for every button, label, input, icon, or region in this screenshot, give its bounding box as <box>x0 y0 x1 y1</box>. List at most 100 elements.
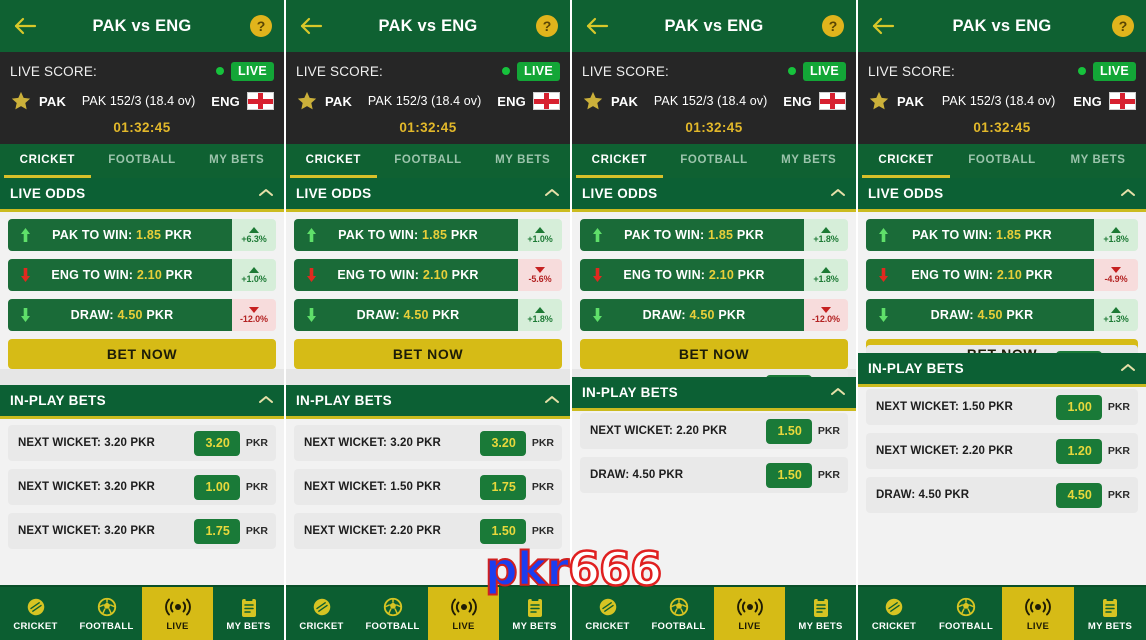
inplay-odds-chip[interactable]: 1.75 <box>193 518 240 544</box>
odds-main[interactable]: DRAW: 4.50 PKR <box>294 299 518 331</box>
odds-main[interactable]: DRAW: 4.50 PKR <box>866 299 1094 331</box>
nav-item-live[interactable]: LIVE <box>1002 587 1074 640</box>
chevron-up-icon[interactable] <box>1120 185 1136 203</box>
help-icon[interactable]: ? <box>250 15 272 37</box>
nav-item-cricket[interactable]: CRICKET <box>0 587 71 640</box>
nav-item-football[interactable]: FOOTBALL <box>643 587 714 640</box>
inplay-odds-chip[interactable]: 3.20 <box>193 430 240 456</box>
odds-row[interactable]: PAK TO WIN: 1.85 PKR +6.3% <box>8 219 276 251</box>
inplay-row[interactable]: NEXT WICKET: 1.50 PKR 1.75 PKR <box>294 469 562 505</box>
inplay-bets-header[interactable]: IN-PLAY BETS <box>572 377 856 411</box>
tab-my-bets[interactable]: MY BETS <box>189 144 284 175</box>
odds-main[interactable]: DRAW: 4.50 PKR <box>8 299 232 331</box>
inplay-odds-chip[interactable]: 1.20 <box>1055 438 1102 464</box>
help-icon[interactable]: ? <box>1112 15 1134 37</box>
nav-item-cricket[interactable]: CRICKET <box>572 587 643 640</box>
tab-cricket[interactable]: CRICKET <box>858 144 954 178</box>
odds-row[interactable]: DRAW: 4.50 PKR +1.3% <box>866 299 1138 331</box>
inplay-row[interactable]: NEXT WICKET: 2.20 PKR 1.50 PKR <box>580 413 848 449</box>
nav-item-football[interactable]: FOOTBALL <box>71 587 142 640</box>
nav-item-my-bets[interactable]: MY BETS <box>499 587 570 640</box>
odds-row[interactable]: ENG TO WIN: 2.10 PKR +1.8% <box>580 259 848 291</box>
inplay-odds-chip[interactable]: 1.50 <box>479 518 526 544</box>
inplay-bets-header[interactable]: IN-PLAY BETS <box>0 385 284 419</box>
live-odds-header[interactable]: LIVE ODDS <box>572 178 856 212</box>
tab-my-bets[interactable]: MY BETS <box>475 144 570 175</box>
inplay-bets-header[interactable]: IN-PLAY BETS <box>858 353 1146 387</box>
inplay-row[interactable]: NEXT WICKET: 3.20 PKR 1.75 PKR <box>8 513 276 549</box>
tab-football[interactable]: FOOTBALL <box>381 144 476 175</box>
chevron-up-icon[interactable] <box>1120 360 1136 378</box>
inplay-odds-chip[interactable]: 1.50 <box>765 418 812 444</box>
nav-item-my-bets[interactable]: MY BETS <box>1074 587 1146 640</box>
inplay-bets-header[interactable]: IN-PLAY BETS <box>286 385 570 419</box>
inplay-odds-chip[interactable]: 1.00 <box>1055 394 1102 420</box>
inplay-row[interactable]: NEXT WICKET: 2.20 PKR 1.20 PKR <box>866 433 1138 469</box>
odds-row[interactable]: PAK TO WIN: 1.85 PKR +1.0% <box>294 219 562 251</box>
tab-football[interactable]: FOOTBALL <box>954 144 1050 175</box>
inplay-odds-chip[interactable]: 1.00 <box>193 474 240 500</box>
chevron-up-icon[interactable] <box>830 384 846 402</box>
odds-row[interactable]: PAK TO WIN: 1.85 PKR +1.8% <box>580 219 848 251</box>
chevron-up-icon[interactable] <box>544 185 560 203</box>
live-odds-header[interactable]: LIVE ODDS <box>0 178 284 212</box>
tab-my-bets[interactable]: MY BETS <box>1050 144 1146 175</box>
back-arrow-icon[interactable] <box>870 13 896 39</box>
live-odds-header[interactable]: LIVE ODDS <box>858 178 1146 212</box>
tab-cricket[interactable]: CRICKET <box>0 144 95 178</box>
odds-row[interactable]: DRAW: 4.50 PKR +1.8% <box>294 299 562 331</box>
nav-item-my-bets[interactable]: MY BETS <box>785 587 856 640</box>
inplay-odds-chip[interactable]: 1.75 <box>479 474 526 500</box>
back-arrow-icon[interactable] <box>584 13 610 39</box>
odds-main[interactable]: DRAW: 4.50 PKR <box>580 299 804 331</box>
inplay-row[interactable]: NEXT WICKET: 2.20 PKR 1.50 PKR <box>294 513 562 549</box>
inplay-row[interactable]: NEXT WICKET: 3.20 PKR 3.20 PKR <box>294 425 562 461</box>
nav-item-football[interactable]: FOOTBALL <box>930 587 1002 640</box>
help-icon[interactable]: ? <box>536 15 558 37</box>
odds-main[interactable]: PAK TO WIN: 1.85 PKR <box>580 219 804 251</box>
odds-row[interactable]: ENG TO WIN: 2.10 PKR +1.0% <box>8 259 276 291</box>
help-icon[interactable]: ? <box>822 15 844 37</box>
tab-football[interactable]: FOOTBALL <box>667 144 762 175</box>
odds-row[interactable]: ENG TO WIN: 2.10 PKR -4.9% <box>866 259 1138 291</box>
odds-row[interactable]: ENG TO WIN: 2.10 PKR -5.6% <box>294 259 562 291</box>
chevron-up-icon[interactable] <box>830 185 846 203</box>
bet-now-button[interactable]: BET NOW <box>8 339 276 369</box>
inplay-row[interactable]: NEXT WICKET: 1.50 PKR 1.00 PKR <box>866 389 1138 425</box>
chevron-up-icon[interactable] <box>258 392 274 410</box>
tab-cricket[interactable]: CRICKET <box>286 144 381 178</box>
inplay-row[interactable]: NEXT WICKET: 3.20 PKR 3.20 PKR <box>8 425 276 461</box>
inplay-odds-chip[interactable]: 3.20 <box>479 430 526 456</box>
inplay-row[interactable]: NEXT WICKET: 3.20 PKR 1.00 PKR <box>8 469 276 505</box>
odds-main[interactable]: PAK TO WIN: 1.85 PKR <box>866 219 1094 251</box>
tab-football[interactable]: FOOTBALL <box>95 144 190 175</box>
odds-main[interactable]: PAK TO WIN: 1.85 PKR <box>8 219 232 251</box>
tab-cricket[interactable]: CRICKET <box>572 144 667 178</box>
nav-item-cricket[interactable]: CRICKET <box>858 587 930 640</box>
odds-main[interactable]: PAK TO WIN: 1.85 PKR <box>294 219 518 251</box>
odds-main[interactable]: ENG TO WIN: 2.10 PKR <box>8 259 232 291</box>
inplay-odds-chip[interactable]: 4.50 <box>1055 482 1102 508</box>
nav-item-football[interactable]: FOOTBALL <box>357 587 428 640</box>
odds-main[interactable]: ENG TO WIN: 2.10 PKR <box>580 259 804 291</box>
odds-main[interactable]: ENG TO WIN: 2.10 PKR <box>866 259 1094 291</box>
chevron-up-icon[interactable] <box>258 185 274 203</box>
odds-row[interactable]: PAK TO WIN: 1.85 PKR +1.8% <box>866 219 1138 251</box>
tab-my-bets[interactable]: MY BETS <box>761 144 856 175</box>
chevron-up-icon[interactable] <box>544 392 560 410</box>
back-arrow-icon[interactable] <box>12 13 38 39</box>
inplay-row[interactable]: DRAW: 4.50 PKR 4.50 PKR <box>866 477 1138 513</box>
bet-now-button[interactable]: BET NOW <box>580 339 848 369</box>
nav-item-my-bets[interactable]: MY BETS <box>213 587 284 640</box>
nav-item-live[interactable]: LIVE <box>142 587 213 640</box>
nav-item-live[interactable]: LIVE <box>428 587 499 640</box>
odds-row[interactable]: DRAW: 4.50 PKR -12.0% <box>8 299 276 331</box>
back-arrow-icon[interactable] <box>298 13 324 39</box>
nav-item-cricket[interactable]: CRICKET <box>286 587 357 640</box>
inplay-odds-chip[interactable]: 1.50 <box>765 462 812 488</box>
odds-main[interactable]: ENG TO WIN: 2.10 PKR <box>294 259 518 291</box>
live-odds-header[interactable]: LIVE ODDS <box>286 178 570 212</box>
inplay-row[interactable]: DRAW: 4.50 PKR 1.50 PKR <box>580 457 848 493</box>
bet-now-button[interactable]: BET NOW <box>294 339 562 369</box>
odds-row[interactable]: DRAW: 4.50 PKR -12.0% <box>580 299 848 331</box>
